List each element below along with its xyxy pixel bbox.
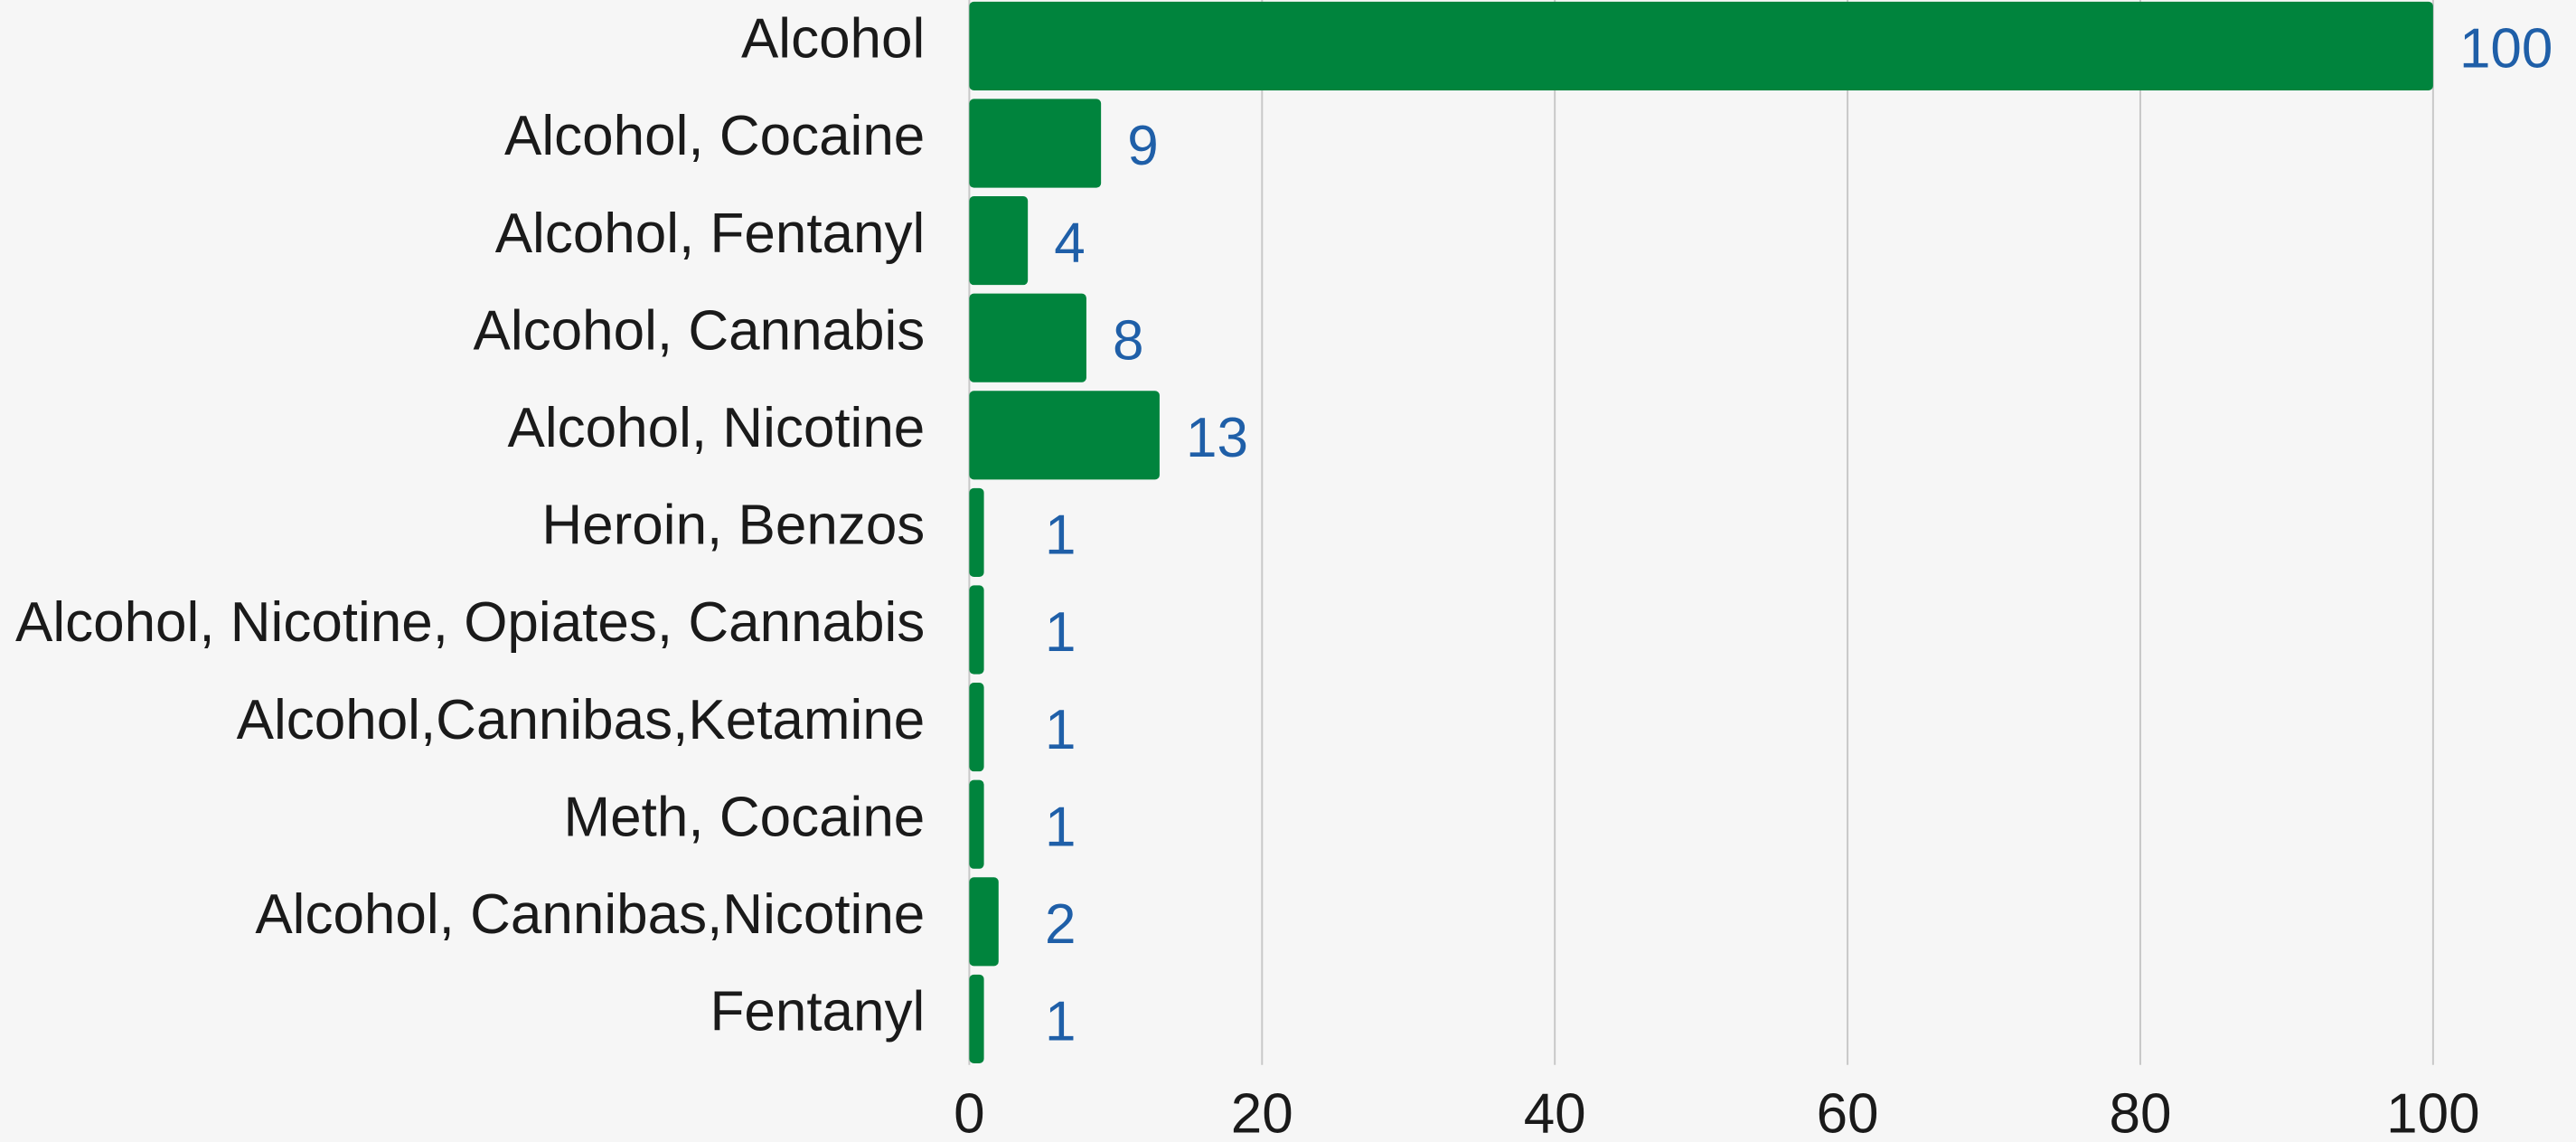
x-tick-label: 60 bbox=[1817, 1082, 1879, 1142]
value-label: 4 bbox=[1054, 212, 1085, 275]
x-tick-label: 80 bbox=[2109, 1082, 2171, 1142]
category-label: Alcohol, Fentanyl bbox=[495, 203, 926, 265]
bar bbox=[969, 683, 984, 772]
category-label: Alcohol, Cocaine bbox=[504, 105, 925, 167]
value-label: 2 bbox=[1045, 893, 1076, 956]
x-tick-label: 0 bbox=[954, 1082, 984, 1142]
value-label: 1 bbox=[1045, 796, 1076, 858]
bar bbox=[969, 585, 984, 675]
category-label: Heroin, Benzos bbox=[541, 495, 925, 557]
x-tick-label: 100 bbox=[2386, 1082, 2479, 1142]
category-label: Fentanyl bbox=[710, 981, 925, 1043]
bar bbox=[969, 196, 1029, 286]
value-label: 1 bbox=[1045, 505, 1076, 567]
bar bbox=[969, 99, 1102, 188]
bar bbox=[969, 877, 999, 967]
category-label: Alcohol, Cannabis bbox=[474, 299, 926, 362]
x-tick-label: 20 bbox=[1231, 1082, 1293, 1142]
value-label: 1 bbox=[1045, 601, 1076, 664]
value-label: 8 bbox=[1113, 309, 1143, 372]
x-tick-label: 40 bbox=[1524, 1082, 1586, 1142]
bar bbox=[969, 293, 1086, 382]
value-label: 13 bbox=[1186, 407, 1248, 469]
bar bbox=[969, 779, 984, 869]
category-label: Alcohol, Nicotine, Opiates, Cannabis bbox=[15, 591, 925, 654]
bar bbox=[969, 391, 1160, 480]
bar bbox=[969, 974, 984, 1063]
bar bbox=[969, 1, 2433, 90]
category-label: Alcohol bbox=[741, 8, 925, 71]
value-label: 1 bbox=[1045, 991, 1076, 1053]
category-label: Alcohol,Cannibas,Ketamine bbox=[237, 689, 926, 751]
category-label: Meth, Cocaine bbox=[564, 786, 926, 848]
value-label: 9 bbox=[1127, 115, 1158, 177]
value-label: 100 bbox=[2459, 18, 2552, 80]
value-label: 1 bbox=[1045, 699, 1076, 761]
category-label: Alcohol, Cannibas,Nicotine bbox=[255, 883, 925, 946]
category-label: Alcohol, Nicotine bbox=[508, 397, 926, 459]
bar bbox=[969, 487, 984, 577]
